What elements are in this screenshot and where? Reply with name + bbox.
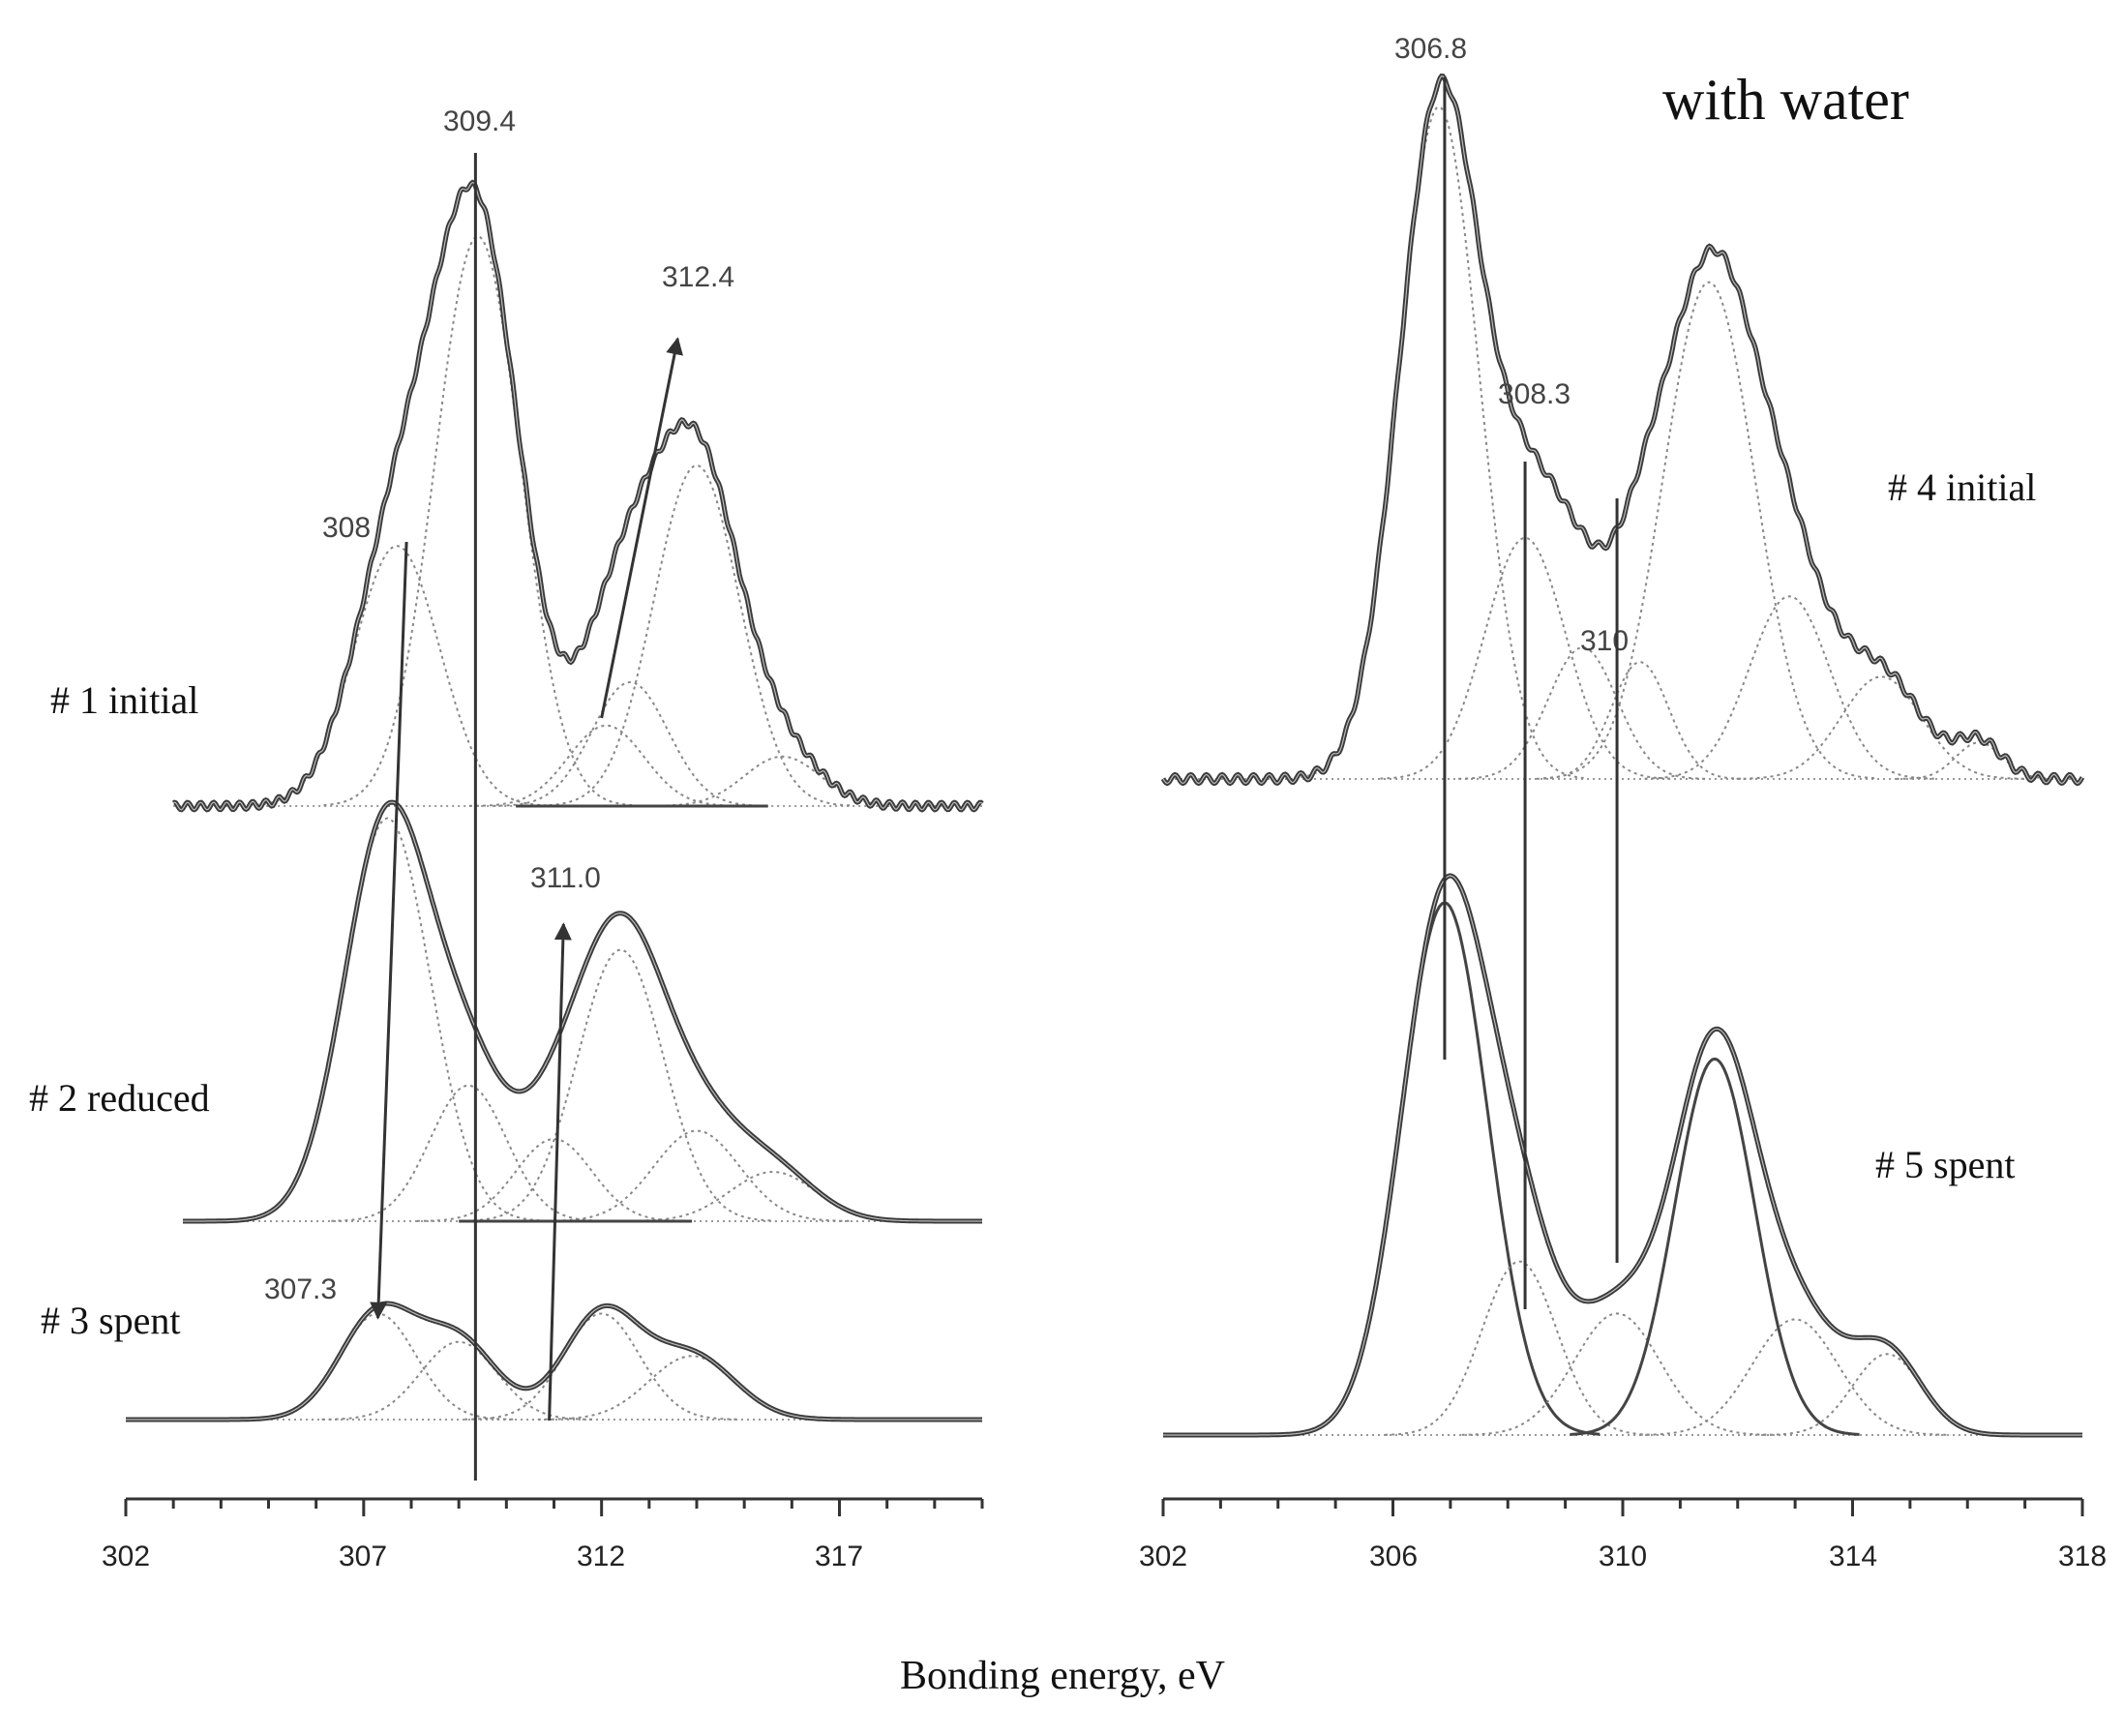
- spectrum-envelope: [171, 179, 984, 813]
- series-label-3-spent: # 3 spent: [41, 1299, 180, 1342]
- annotation-312-4: 312.4: [662, 261, 734, 293]
- left-x-axis: 302 307 312 317: [102, 1497, 984, 1572]
- annotation-308-3: 308.3: [1498, 378, 1571, 410]
- right-tick-label-302: 302: [1139, 1541, 1187, 1572]
- series-label-1-initial: # 1 initial: [50, 678, 198, 722]
- spectrum-envelope-highlight: [172, 181, 983, 811]
- component-peak: [1644, 595, 1934, 780]
- right-plot-area: [1160, 74, 2085, 1438]
- annotation-306-8: 306.8: [1394, 33, 1467, 65]
- left-panel: 302 307 312 317 # 1 initial # 2 reduced …: [29, 105, 984, 1572]
- component-peak: [468, 724, 744, 807]
- component-peak: [331, 1084, 606, 1222]
- component-peak: [241, 1312, 516, 1421]
- component-peak: [1570, 1057, 1860, 1436]
- right-panel: 302 306 310 314 318 with water # 4 initi…: [1139, 33, 2107, 1572]
- series-label-5-spent: # 5 spent: [1875, 1143, 2015, 1186]
- spectrum-envelope: [126, 1301, 982, 1422]
- spectrum-envelope-highlight: [1163, 875, 2082, 1436]
- annotation-308: 308: [322, 512, 371, 544]
- component-peak: [233, 817, 542, 1222]
- component-peak: [464, 1312, 739, 1421]
- left-tick-label-312: 312: [577, 1541, 625, 1572]
- component-peak: [537, 1355, 847, 1421]
- annotation-307-3: 307.3: [264, 1273, 337, 1305]
- component-peak: [618, 1170, 927, 1222]
- component-peak: [1458, 646, 1707, 780]
- right-tick-label-314: 314: [1829, 1541, 1877, 1572]
- component-peak: [1536, 661, 1744, 780]
- right-x-axis: 302 306 310 314 318: [1139, 1497, 2107, 1572]
- left-tick-label-317: 317: [815, 1541, 863, 1572]
- series-label-4-initial: # 4 initial: [1888, 465, 2036, 509]
- right-tick-label-310: 310: [1599, 1541, 1647, 1572]
- x-axis-label: Bonding energy, eV: [900, 1654, 1225, 1698]
- spectrum-envelope-highlight: [183, 801, 982, 1222]
- right-tick-label-318: 318: [2058, 1541, 2107, 1572]
- right-tick-label-306: 306: [1369, 1541, 1418, 1572]
- series-label-2-reduced: # 2 reduced: [29, 1076, 210, 1120]
- component-peak: [542, 464, 852, 807]
- component-peak: [1736, 675, 2026, 780]
- component-peak: [1896, 741, 2062, 780]
- left-x-ticks: [124, 1499, 984, 1516]
- component-peak: [1639, 1318, 1951, 1436]
- component-peak: [542, 1129, 852, 1222]
- peak-shift-arrow: [600, 337, 683, 719]
- component-peak: [1543, 281, 1875, 780]
- spectrum-envelope-highlight: [126, 1302, 982, 1421]
- right-x-ticks: [1161, 1499, 2084, 1516]
- component-peak: [1294, 105, 1584, 779]
- left-tick-label-307: 307: [339, 1541, 387, 1572]
- component-peak: [1461, 1312, 1773, 1436]
- component-peak: [644, 755, 920, 807]
- annotation-311-0: 311.0: [530, 862, 601, 894]
- peak-shift-arrow: [370, 541, 408, 1320]
- peak-shift-arrow: [548, 922, 572, 1422]
- annotation-310: 310: [1580, 625, 1629, 657]
- left-tick-label-302: 302: [102, 1541, 150, 1572]
- annotation-309-4: 309.4: [443, 105, 516, 137]
- component-peak: [323, 235, 633, 807]
- component-peak: [416, 1137, 692, 1222]
- spectrum-envelope: [1160, 74, 2085, 787]
- spectrum-envelope-highlight: [1162, 75, 2083, 785]
- component-peak: [465, 948, 775, 1222]
- component-peak: [493, 680, 767, 807]
- right-panel-title: with water: [1662, 68, 1909, 132]
- component-peak: [1385, 1260, 1655, 1436]
